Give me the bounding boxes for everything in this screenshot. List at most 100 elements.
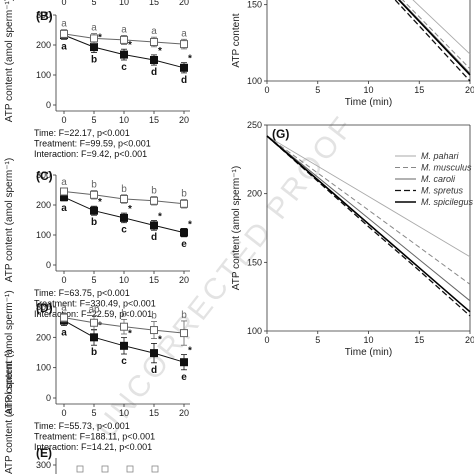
significance-letter: b <box>181 189 187 200</box>
x-tick-label: 5 <box>91 408 96 418</box>
x-tick-label: 20 <box>179 275 189 285</box>
significance-star: * <box>158 334 162 345</box>
x-tick-label: 0 <box>61 408 66 418</box>
panel-body: 100 150 0 5 10 15 20 Time (min) ATP content <box>231 0 474 108</box>
series-line <box>397 0 471 76</box>
legend-label: M. musculus <box>421 163 472 173</box>
significance-letter: b <box>151 311 157 322</box>
data-point-open <box>126 465 134 473</box>
y-tick-label: 300 <box>36 302 51 312</box>
significance-letter: a <box>61 302 67 313</box>
significance-letter: b <box>91 217 97 228</box>
significance-letter: a <box>61 328 67 339</box>
data-point-open <box>60 187 68 196</box>
x-tick-label: 0 <box>264 335 269 345</box>
x-tick-label: 0 <box>61 115 66 125</box>
data-point-open <box>150 196 158 205</box>
anova-stat: Treatment: F=188.11, p<0.001 <box>34 432 155 442</box>
significance-letter: d <box>151 365 157 376</box>
x-tick-label: 5 <box>91 115 96 125</box>
significance-letter: b <box>91 55 97 66</box>
y-tick-label: 200 <box>36 200 51 210</box>
significance-letter: a <box>61 203 67 214</box>
y-axis-title: ATP content <box>231 13 242 67</box>
x-tick-label: 15 <box>149 275 159 285</box>
legend-label: M. caroli <box>421 174 456 184</box>
data-point-filled <box>120 213 128 222</box>
y-tick-label: 300 <box>36 10 51 20</box>
series-line <box>394 0 471 82</box>
x-axis-title: Time (min) <box>345 347 392 358</box>
y-tick-label: 0 <box>46 393 51 403</box>
anova-stat: Interaction: F=9.42, p<0.001 <box>34 149 147 159</box>
significance-star: * <box>158 212 162 223</box>
x-tick-label: 10 <box>119 275 129 285</box>
x-tick-label: 15 <box>414 335 424 345</box>
y-tick-label: 150 <box>247 257 262 267</box>
x-tick-label: 15 <box>149 0 159 7</box>
data-point-filled <box>150 56 158 64</box>
data-point-filled <box>120 341 128 350</box>
data-point-open <box>120 195 128 203</box>
y-axis-title: ATP content (amol sperm⁻¹) <box>231 166 242 290</box>
panel-body: 100 150 200 250 0 5 10 15 20 Time (min) (G) M. paha… <box>231 120 474 358</box>
x-tick-label: 0 <box>264 85 269 95</box>
x-tick-label: 15 <box>149 408 159 418</box>
significance-letter: d <box>151 67 157 78</box>
significance-letter: d <box>181 75 187 86</box>
anova-stat: Interaction: F=22.59, p<0.001 <box>34 309 152 319</box>
anova-stat: Treatment: F=330.49, p<0.001 <box>34 299 156 309</box>
y-tick-label: 150 <box>247 0 262 10</box>
y-tick-label: 100 <box>247 326 262 336</box>
anova-stat: Treatment: F=99.59, p<0.001 <box>34 139 151 149</box>
significance-letter: a <box>121 24 127 35</box>
x-tick-label: 5 <box>91 0 96 7</box>
y-tick-label: 200 <box>247 189 262 199</box>
significance-letter: c <box>121 356 127 367</box>
y-tick-label: 100 <box>36 70 51 80</box>
x-tick-label: 10 <box>363 85 373 95</box>
panel-G: 100 150 200 250 0 5 10 15 20 Time (min) (G) M. paha… <box>231 120 474 358</box>
data-point-open <box>120 35 128 44</box>
significance-letter: ab <box>88 304 100 315</box>
y-axis-title: ATP content (amol sperm⁻¹) <box>4 0 15 122</box>
significance-letter: b <box>181 310 187 321</box>
series-line <box>412 0 471 55</box>
series-line <box>266 135 471 302</box>
significance-letter: b <box>91 347 97 358</box>
significance-letter: e <box>181 372 187 383</box>
significance-star: * <box>98 33 102 44</box>
legend-label: M. spicilegus <box>421 197 474 207</box>
x-tick-label: 15 <box>149 115 159 125</box>
significance-star: * <box>128 204 132 215</box>
x-tick-label: 15 <box>414 85 424 95</box>
x-tick-label: 10 <box>363 335 373 345</box>
panel-label: (B) <box>36 9 53 23</box>
significance-letter: a <box>181 28 187 39</box>
significance-letter: a <box>91 23 97 34</box>
series-line <box>399 0 471 74</box>
significance-star: * <box>98 320 102 331</box>
x-tick-label: 10 <box>119 115 129 125</box>
significance-star: * <box>128 329 132 340</box>
anova-stat: Interaction: F=14.21, p<0.001 <box>34 442 152 452</box>
x-tick-label: 5 <box>315 85 320 95</box>
data-point-filled <box>180 63 188 72</box>
significance-letter: b <box>121 308 127 319</box>
data-point-open <box>76 465 84 473</box>
y-tick-label: 300 <box>36 170 51 180</box>
data-point-filled <box>90 333 98 342</box>
x-tick-label: 5 <box>91 275 96 285</box>
panel-E: 300(E) ATP content (amol sperm⁻¹) <box>4 350 159 474</box>
x-tick-label: 0 <box>61 275 66 285</box>
x-tick-label: 20 <box>465 335 474 345</box>
data-point-open <box>180 329 188 338</box>
data-point-open <box>150 326 158 335</box>
data-point-open <box>101 465 109 473</box>
x-tick-label: 10 <box>119 0 129 7</box>
significance-star: * <box>98 197 102 208</box>
series-line <box>266 135 471 258</box>
